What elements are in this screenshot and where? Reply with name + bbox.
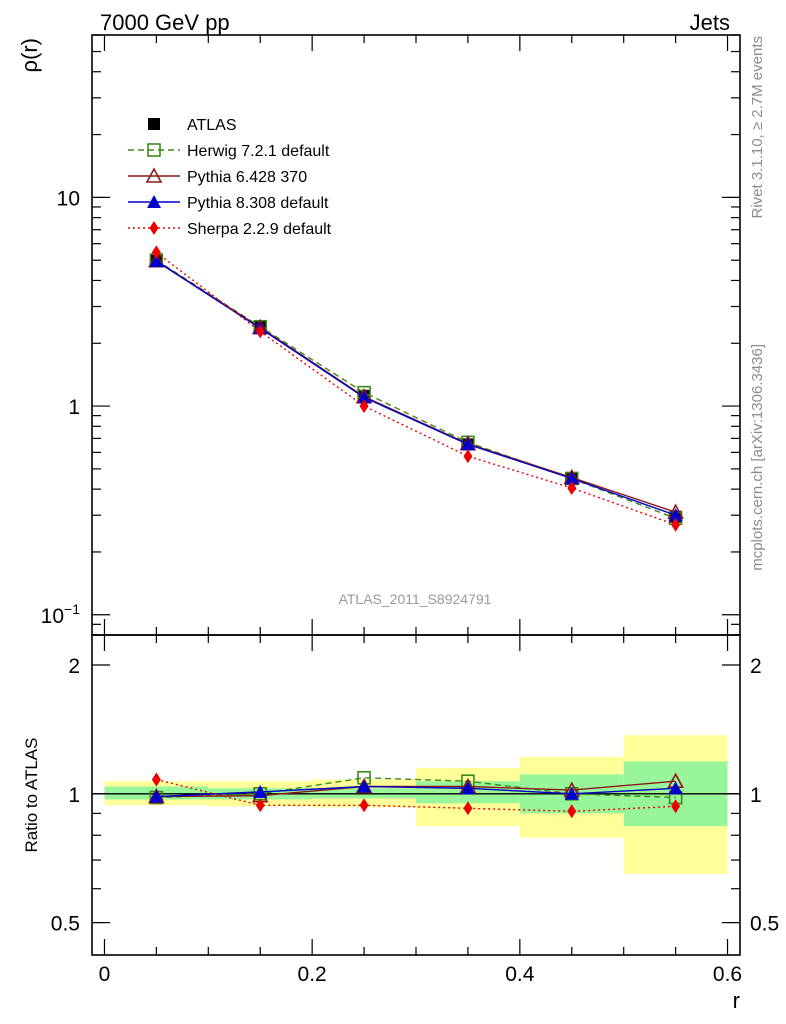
data-point-pythia-8-308-default xyxy=(149,789,164,803)
y-tick-label: 10−1 xyxy=(41,601,81,628)
series-sherpa-2-2-9-default xyxy=(151,772,681,819)
legend-label: ATLAS xyxy=(187,117,237,134)
data-point-sherpa-2-2-9-default xyxy=(671,799,681,814)
series-line-pythia-8-308-default xyxy=(156,260,676,516)
ratio-y-tick-label-right: 1 xyxy=(750,784,762,807)
series-line-herwig-7-2-1-default xyxy=(156,777,676,799)
y-tick-label-base: 10 xyxy=(41,605,64,628)
series-line-sherpa-2-2-9-default xyxy=(155,251,676,526)
ratio-plot-panel: 0.5 0.5 1 1 2 2 0 0.2 0.4 0.6 Ratio to ATLAS r xyxy=(22,634,779,1013)
series-line-pythia-8-308-default xyxy=(156,785,676,798)
ratio-y-tick-label-left: 2 xyxy=(68,655,80,678)
data-point-sherpa-2-2-9-default xyxy=(463,801,473,816)
legend-label: Herwig 7.2.1 default xyxy=(187,143,330,160)
legend-marker xyxy=(147,143,161,157)
series-line-herwig-7-2-1-default xyxy=(156,259,676,519)
x-axis-label: r xyxy=(733,988,740,1013)
header-right: Jets xyxy=(690,10,730,35)
legend-item-atlas: ATLAS xyxy=(148,117,237,134)
x-tick-label: 0.6 xyxy=(713,963,742,986)
series-line-sherpa-2-2-9-default xyxy=(156,778,676,813)
data-point-sherpa-2-2-9-default xyxy=(151,772,161,787)
ratio-y-tick-label-right: 2 xyxy=(750,655,762,678)
rivet-side-label: Rivet 3.1.10, ≥ 2.7M events xyxy=(749,36,766,219)
ratio-y-tick-label-left: 1 xyxy=(68,784,80,807)
data-point-pythia-8-308-default xyxy=(564,786,579,800)
ratio-y-tick-label-right: 0.5 xyxy=(750,913,779,936)
data-point-sherpa-2-2-9-default xyxy=(359,399,369,414)
y-tick-label: 1 xyxy=(68,396,80,419)
data-point-pythia-8-308-default xyxy=(668,508,683,522)
series-pythia-6-428-370 xyxy=(148,252,684,520)
y-tick-label: 10 xyxy=(57,187,80,210)
data-point-pythia-8-308-default xyxy=(253,784,268,798)
data-point-pythia-8-308-default xyxy=(357,390,372,404)
data-point-pythia-8-308-default xyxy=(460,437,475,451)
legend-item-pythia-6-428-370: Pythia 6.428 370 xyxy=(128,167,307,186)
data-point-sherpa-2-2-9-default xyxy=(671,517,681,532)
series-sherpa-2-2-9-default xyxy=(151,245,681,532)
data-point-sherpa-2-2-9-default xyxy=(567,804,577,819)
x-tick-label: 0 xyxy=(99,963,111,986)
series-atlas xyxy=(150,253,682,523)
main-y-axis-label: ρ(r) xyxy=(17,38,42,73)
data-point-pythia-8-308-default xyxy=(668,781,683,795)
data-point-pythia-8-308-default xyxy=(149,254,164,268)
legend-label: Pythia 6.428 370 xyxy=(187,169,307,186)
legend-marker xyxy=(147,195,161,208)
data-point-sherpa-2-2-9-default xyxy=(255,324,265,339)
series-line-pythia-6-428-370 xyxy=(156,780,676,798)
series-line-pythia-6-428-370 xyxy=(156,260,676,513)
header-left: 7000 GeV pp xyxy=(100,10,230,35)
legend-item-sherpa-2-2-9-default: Sherpa 2.2.9 default xyxy=(128,221,332,238)
data-point-sherpa-2-2-9-default xyxy=(255,798,265,813)
series-pythia-8-308-default xyxy=(149,779,683,803)
legend-item-pythia-8-308-default: Pythia 8.308 default xyxy=(128,195,329,212)
watermark: ATLAS_2011_S8924791 xyxy=(339,591,492,607)
mcplots-side-label: mcplots.cern.ch [arXiv:1306.3436] xyxy=(749,344,766,571)
x-tick-label: 0.4 xyxy=(505,963,535,986)
data-point-pythia-8-308-default xyxy=(564,471,579,485)
data-point-sherpa-2-2-9-default xyxy=(151,245,161,260)
legend-marker xyxy=(149,221,159,235)
ratio-y-axis-label: Ratio to ATLAS xyxy=(22,738,41,853)
data-point-sherpa-2-2-9-default xyxy=(463,449,473,464)
data-point-sherpa-2-2-9-default xyxy=(567,481,577,496)
series-pythia-8-308-default xyxy=(149,254,683,522)
y-tick-label-exponent: −1 xyxy=(64,601,80,617)
series-herwig-7-2-1-default xyxy=(149,253,683,526)
legend-marker xyxy=(148,118,160,130)
legend-item-herwig-7-2-1-default: Herwig 7.2.1 default xyxy=(128,143,330,160)
data-point-pythia-8-308-default xyxy=(460,781,475,795)
legend-marker xyxy=(145,167,163,183)
x-tick-label: 0.2 xyxy=(298,963,327,986)
data-point-pythia-8-308-default xyxy=(357,779,372,793)
legend: ATLAS Herwig 7.2.1 default Pythia 6.428 37… xyxy=(128,117,332,238)
legend-label: Sherpa 2.2.9 default xyxy=(187,221,332,238)
ratio-y-tick-label-left: 0.5 xyxy=(51,913,80,936)
data-point-sherpa-2-2-9-default xyxy=(359,798,369,813)
legend-label: Pythia 8.308 default xyxy=(187,195,329,212)
